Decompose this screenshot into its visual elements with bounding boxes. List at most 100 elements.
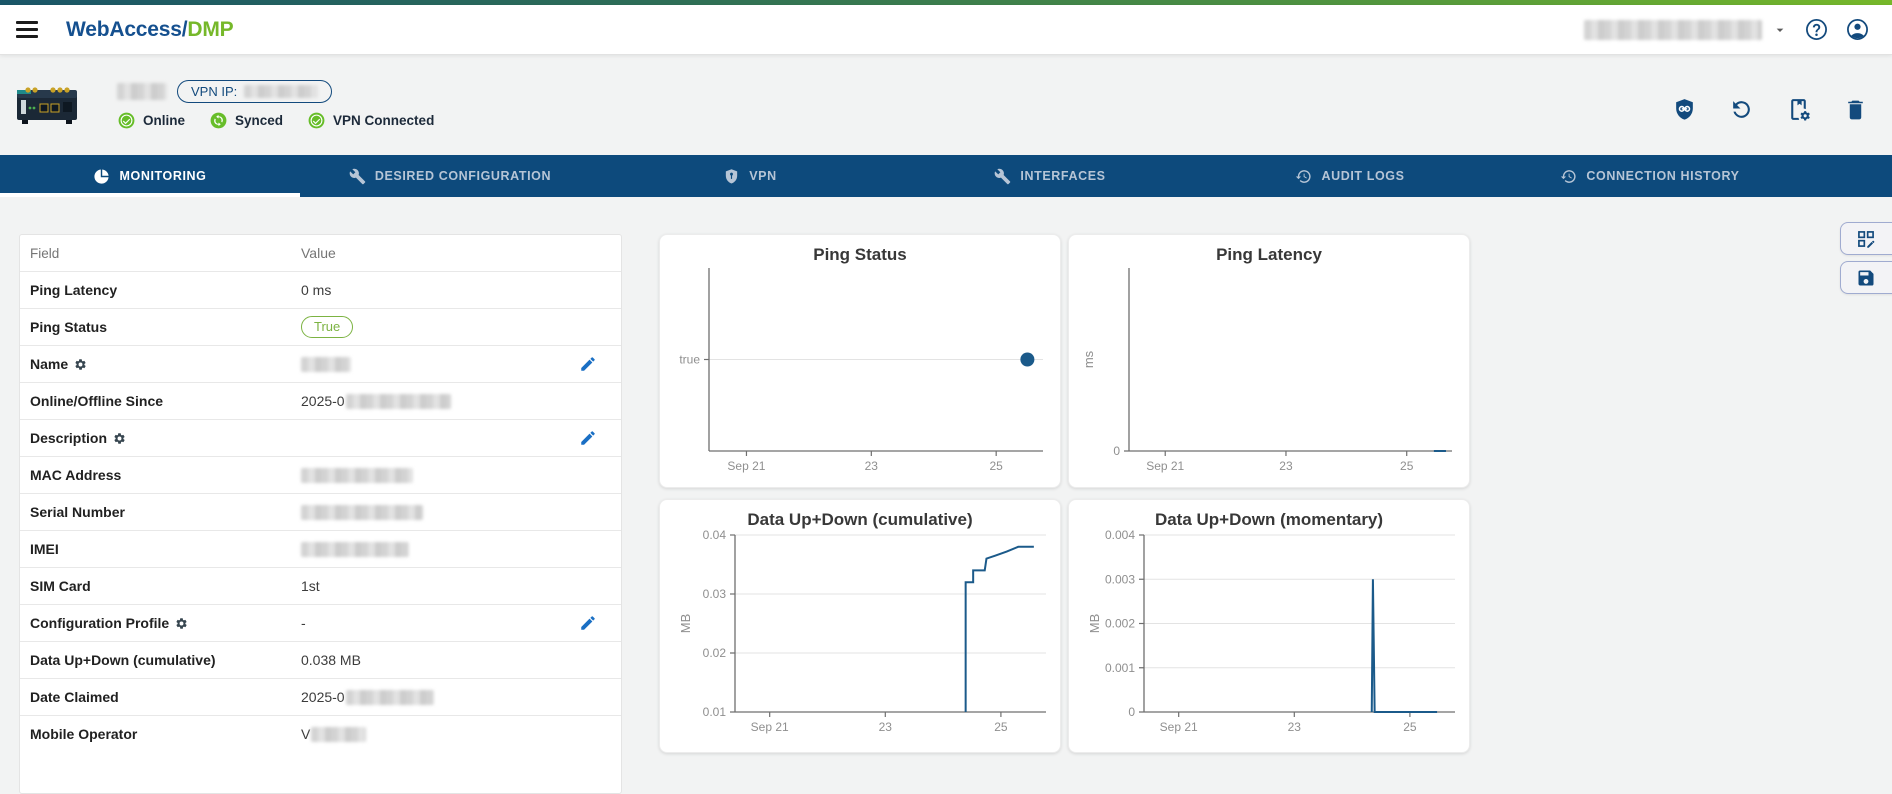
field-cell: Configuration Profile [20, 615, 301, 631]
vpn-shield-button[interactable] [1672, 97, 1697, 122]
logo-accent: DMP [187, 17, 234, 41]
svg-text:0.001: 0.001 [1105, 661, 1135, 675]
svg-text:Sep 21: Sep 21 [751, 720, 789, 734]
account-icon[interactable] [1845, 17, 1870, 42]
field-cell: Date Claimed [20, 689, 301, 705]
field-label: MAC Address [30, 467, 122, 483]
value-text: 2025-0 [301, 393, 345, 409]
svg-text:true: true [679, 353, 700, 367]
sync-circle-icon [209, 111, 228, 130]
save-dashboard-button[interactable] [1840, 261, 1892, 294]
value-text: 2025-0 [301, 689, 345, 705]
svg-text:0.003: 0.003 [1105, 572, 1135, 586]
tab-label: CONNECTION HISTORY [1586, 169, 1740, 183]
table-row-mac-address: MAC Address [20, 456, 621, 493]
device-actions [1672, 97, 1868, 122]
field-label: Online/Offline Since [30, 393, 164, 409]
value-cell: 2025-0 [301, 689, 621, 705]
status-label: Online [143, 113, 186, 128]
field-label: Name [30, 356, 69, 372]
reload-button[interactable] [1729, 97, 1754, 122]
table-row-imei: IMEI [20, 530, 621, 567]
status-label: VPN Connected [333, 113, 435, 128]
svg-text:23: 23 [1288, 720, 1302, 734]
status-label: Synced [235, 113, 284, 128]
vpn-ip-label: VPN IP: [191, 84, 238, 99]
customize-dashboard-button[interactable] [1840, 222, 1892, 255]
svg-text:0: 0 [1128, 705, 1135, 719]
user-menu[interactable] [1584, 19, 1788, 40]
tab-vpn[interactable]: VPN [600, 155, 900, 197]
tab-interfaces[interactable]: INTERFACES [900, 155, 1200, 197]
top-gradient-strip [0, 0, 1892, 5]
svg-text:0.02: 0.02 [703, 646, 727, 660]
value-text: 0 ms [301, 282, 332, 298]
vpn-ip-redacted [244, 85, 319, 98]
status-pill: True [301, 315, 354, 339]
svg-text:25: 25 [1403, 720, 1417, 734]
table-row-sim-card: SIM Card 1st [20, 567, 621, 604]
edit-pencil-button[interactable] [579, 614, 597, 632]
table-header-row: Field Value [20, 235, 621, 271]
edit-pencil-button[interactable] [579, 355, 597, 373]
tab-label: AUDIT LOGS [1321, 169, 1405, 183]
device-fields-table: Field Value Ping Latency 0 ms Ping Status T… [19, 234, 622, 794]
gear-icon [175, 617, 188, 630]
router-image [17, 87, 77, 124]
charts-grid: Ping Status true Sep 21 23 25 Ping Latency 0 Se… [659, 234, 1470, 753]
field-cell: Data Up+Down (cumulative) [20, 652, 301, 668]
logo-primary: WebAccess/ [66, 17, 188, 41]
user-name-redacted [1584, 19, 1762, 40]
svg-text:ms: ms [1081, 350, 1096, 368]
chart-card-data-up-down-momentary: Data Up+Down (momentary) 0 0.001 0.002 0.003… [1068, 499, 1470, 753]
table-row-online-offline-since: Online/Offline Since 2025-0 [20, 382, 621, 419]
wrench-icon [994, 168, 1011, 185]
field-label: Mobile Operator [30, 726, 138, 742]
table-row-serial-number: Serial Number [20, 493, 621, 530]
tab-connection-history[interactable]: CONNECTION HISTORY [1500, 155, 1800, 197]
field-label: Description [30, 430, 108, 446]
content-area: Field Value Ping Latency 0 ms Ping Status T… [0, 197, 1892, 794]
field-cell: Ping Status [20, 319, 301, 335]
svg-text:0.004: 0.004 [1105, 528, 1135, 542]
field-label: Date Claimed [30, 689, 119, 705]
value-text: - [301, 615, 306, 631]
edit-pencil-button[interactable] [579, 429, 597, 447]
tab-audit-logs[interactable]: AUDIT LOGS [1200, 155, 1500, 197]
hamburger-menu-icon[interactable] [16, 21, 38, 38]
table-row-name: Name [20, 345, 621, 382]
table-row-mobile-operator: Mobile Operator V [20, 715, 621, 752]
value-cell [301, 541, 621, 557]
chart-card-data-up-down-cumulative: Data Up+Down (cumulative) 0.01 0.02 0.03 0.0… [659, 499, 1061, 753]
value-cell [301, 356, 621, 372]
svg-text:Sep 21: Sep 21 [727, 459, 765, 473]
field-label: Ping Status [30, 319, 108, 335]
shield-key-icon [723, 168, 740, 185]
tab-bar: MONITORING DESIRED CONFIGURATION VPN INTERF… [0, 155, 1892, 197]
check-circle-icon [117, 111, 136, 130]
svg-text:0.03: 0.03 [703, 587, 727, 601]
svg-text:23: 23 [865, 459, 879, 473]
delete-button[interactable] [1843, 97, 1868, 122]
app-bar: WebAccess/DMP [0, 5, 1892, 55]
device-name-redacted [117, 83, 167, 100]
app-logo[interactable]: WebAccess/DMP [66, 17, 234, 42]
value-redacted [311, 726, 367, 742]
field-label: SIM Card [30, 578, 91, 594]
tab-label: DESIRED CONFIGURATION [374, 169, 552, 183]
svg-text:23: 23 [879, 720, 893, 734]
help-icon[interactable] [1804, 17, 1829, 42]
chart-title: Ping Status [813, 245, 907, 264]
history-icon [1560, 168, 1577, 185]
tab-desired-configuration[interactable]: DESIRED CONFIGURATION [300, 155, 600, 197]
value-redacted [301, 541, 409, 557]
tab-label: VPN [749, 169, 777, 183]
value-redacted [301, 504, 423, 520]
chart-card-ping-latency: Ping Latency 0 Sep 21 23 25 ms [1068, 234, 1470, 488]
device-config-button[interactable] [1786, 97, 1811, 122]
value-cell: - [301, 615, 621, 631]
chart-title: Ping Latency [1216, 245, 1322, 264]
table-row-configuration-profile: Configuration Profile - [20, 604, 621, 641]
tab-monitoring[interactable]: MONITORING [0, 155, 300, 197]
value-cell: 0.038 MB [301, 652, 621, 668]
